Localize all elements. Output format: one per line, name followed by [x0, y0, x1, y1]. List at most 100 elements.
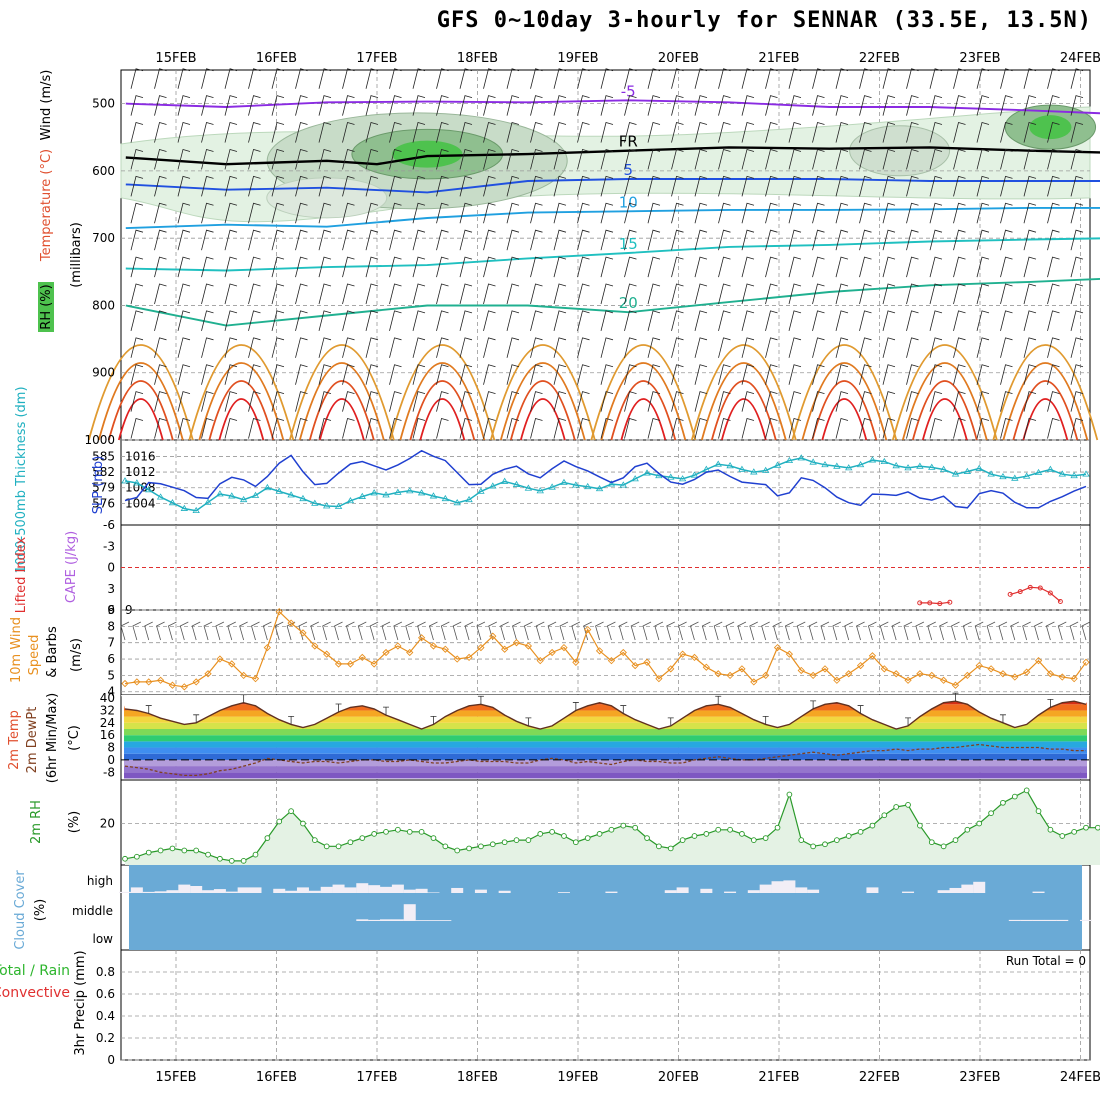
- wind-barb: [859, 283, 872, 305]
- wind-barb: [389, 68, 402, 89]
- wind-speed-point: [916, 670, 924, 678]
- surface-barb: [808, 621, 818, 641]
- wind-speed-point: [702, 663, 710, 671]
- date-label-top: 24FEB: [1060, 51, 1100, 66]
- cloud-bar-high: [225, 891, 238, 893]
- surface-barb: [132, 621, 142, 641]
- warm-contour: [87, 344, 194, 441]
- wind-barb: [342, 68, 355, 89]
- wind-axis-label-4: (m/s): [69, 638, 84, 672]
- rh-point: [620, 822, 627, 829]
- temp-band: [124, 716, 1087, 723]
- wind-barb: [130, 256, 144, 278]
- wind-barb: [271, 418, 285, 439]
- wind-barb: [436, 148, 449, 170]
- rh-point: [798, 837, 805, 843]
- rh-point: [845, 833, 852, 839]
- wind-barb: [718, 418, 731, 439]
- temp-errorbar: [715, 695, 722, 705]
- wind-barb: [835, 229, 849, 251]
- wind-barb: [201, 283, 214, 305]
- wind-speed-point: [263, 643, 272, 652]
- wind-barb: [859, 310, 872, 332]
- wind-barb: [271, 337, 285, 358]
- wind-barb: [577, 95, 590, 116]
- wind-axis-label-3: & Barbs: [45, 626, 60, 678]
- wind-barb: [882, 256, 896, 278]
- wind-barb: [436, 283, 449, 305]
- surface-barb: [334, 621, 343, 641]
- wind-barb: [859, 175, 872, 197]
- wind-barb: [295, 122, 308, 143]
- wind-barb: [177, 229, 191, 251]
- wind-barb: [459, 175, 473, 197]
- wind-barb: [859, 148, 872, 170]
- surface-barb: [440, 621, 450, 641]
- warm-contour: [288, 344, 395, 441]
- wind-barb: [718, 68, 731, 89]
- cloud-bar-high: [605, 891, 618, 893]
- wind-barb: [530, 175, 543, 197]
- date-label-top: 15FEB: [155, 51, 196, 66]
- wind-barb: [459, 337, 473, 358]
- warm-contour: [1002, 362, 1089, 441]
- thickness-point: [477, 487, 485, 494]
- surface-barb: [666, 621, 675, 641]
- rh-point: [869, 822, 876, 829]
- wind-barb: [553, 95, 567, 116]
- isotherm-label: 20: [619, 294, 638, 312]
- wind-speed-point: [726, 671, 734, 680]
- wind-speed-point: [204, 670, 212, 678]
- wind-barb: [248, 95, 261, 116]
- cloud-bar-middle: [1008, 919, 1021, 921]
- warm-contour: [720, 398, 767, 441]
- rh-point: [359, 835, 366, 841]
- temp-band: [124, 747, 1087, 754]
- wind-barb: [929, 229, 943, 251]
- thickness-point: [145, 486, 153, 493]
- wind-barb: [506, 391, 520, 412]
- pressure-tick-label: 900: [92, 366, 115, 380]
- wind-barb: [436, 202, 449, 224]
- isotherm-label: -5: [621, 82, 636, 100]
- cloud-bar-high: [676, 887, 689, 893]
- wind-barb: [953, 175, 966, 197]
- wind-barb: [553, 418, 567, 439]
- rh-point: [406, 828, 413, 835]
- wind-barb: [718, 364, 731, 385]
- wind-speed-point: [334, 660, 343, 668]
- wind-speed-point: [845, 670, 853, 678]
- surface-barb: [179, 621, 189, 641]
- rh-point: [703, 831, 710, 837]
- thickness-point: [773, 461, 782, 468]
- wind-speed-point: [762, 671, 770, 680]
- rh-point: [205, 851, 211, 858]
- wind-barb: [835, 310, 849, 332]
- wind-barb: [295, 202, 308, 224]
- wind-barb: [835, 283, 849, 305]
- wind-barb: [718, 202, 731, 224]
- thickness-point: [287, 491, 295, 498]
- thickness-point: [322, 502, 331, 509]
- cloud-bar-high: [142, 891, 155, 893]
- lifted-tick-label: 0: [107, 561, 115, 575]
- wind-barb: [553, 148, 567, 170]
- rh-point: [1095, 824, 1100, 831]
- wind-barb: [929, 310, 943, 332]
- wind-barb: [600, 175, 614, 197]
- date-label-bottom: 20FEB: [658, 1070, 699, 1085]
- wind-speed-point: [738, 665, 746, 673]
- cloud-bar-high: [961, 884, 974, 893]
- wind-speed-point: [370, 660, 378, 668]
- thickness-point: [465, 495, 473, 503]
- wind-barb: [248, 175, 261, 197]
- wind-barb: [929, 175, 943, 197]
- warm-contour: [891, 344, 998, 441]
- wind-barb: [671, 175, 684, 197]
- surface-barb: [500, 621, 509, 641]
- warm-contour: [509, 380, 576, 441]
- wind-barb: [154, 122, 167, 143]
- wind-barb: [201, 310, 214, 332]
- thickness-point: [714, 460, 722, 467]
- wind-speed-point: [939, 676, 948, 684]
